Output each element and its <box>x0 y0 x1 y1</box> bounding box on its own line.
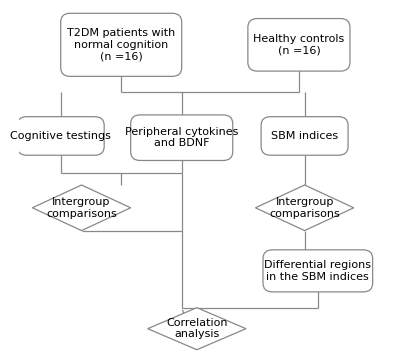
Text: Intergroup
comparisons: Intergroup comparisons <box>46 197 117 219</box>
Text: Intergroup
comparisons: Intergroup comparisons <box>269 197 340 219</box>
FancyBboxPatch shape <box>131 115 233 161</box>
Polygon shape <box>32 185 131 231</box>
Polygon shape <box>256 185 354 231</box>
FancyBboxPatch shape <box>248 19 350 71</box>
Text: Peripheral cytokines
and BDNF: Peripheral cytokines and BDNF <box>125 127 238 148</box>
Polygon shape <box>148 308 246 350</box>
Text: SBM indices: SBM indices <box>271 131 338 141</box>
FancyBboxPatch shape <box>263 250 373 292</box>
Text: Correlation
analysis: Correlation analysis <box>166 318 228 340</box>
FancyBboxPatch shape <box>261 117 348 155</box>
FancyBboxPatch shape <box>61 13 182 77</box>
Text: Cognitive testings: Cognitive testings <box>10 131 111 141</box>
Text: Healthy controls
(n =16): Healthy controls (n =16) <box>253 34 344 56</box>
FancyBboxPatch shape <box>17 117 104 155</box>
Text: T2DM patients with
normal cognition
(n =16): T2DM patients with normal cognition (n =… <box>67 28 175 62</box>
Text: Differential regions
in the SBM indices: Differential regions in the SBM indices <box>264 260 371 282</box>
